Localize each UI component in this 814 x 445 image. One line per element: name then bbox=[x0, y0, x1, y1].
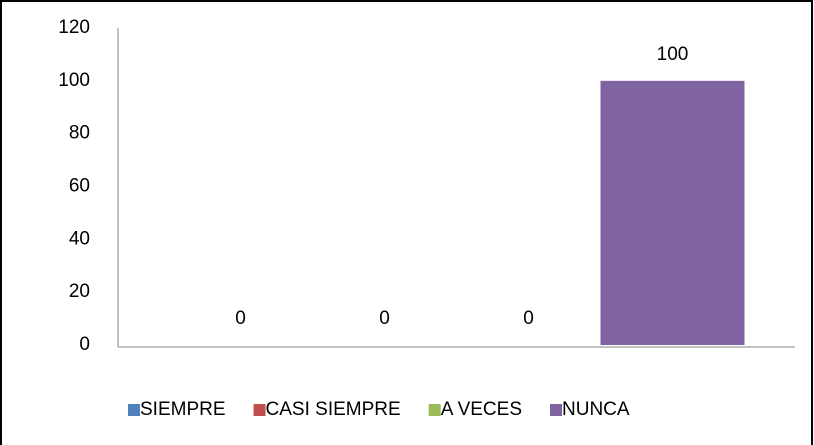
legend-label: CASI SIEMPRE bbox=[266, 399, 401, 420]
legend-swatch bbox=[428, 404, 441, 416]
data-label: 0 bbox=[379, 308, 390, 329]
data-label: 0 bbox=[523, 308, 534, 329]
y-tick-label: 20 bbox=[69, 281, 90, 302]
data-label: 0 bbox=[235, 308, 246, 329]
legend-label: A VECES bbox=[441, 399, 522, 420]
y-tick-label: 60 bbox=[69, 176, 90, 197]
y-tick-label: 100 bbox=[58, 70, 90, 91]
bar bbox=[600, 80, 745, 345]
legend-swatch bbox=[128, 404, 140, 416]
y-tick-label: 120 bbox=[58, 17, 90, 38]
legend-swatch bbox=[550, 404, 563, 416]
data-label: 100 bbox=[657, 44, 689, 65]
y-tick-label: 0 bbox=[79, 334, 90, 355]
y-tick-label: 40 bbox=[69, 228, 90, 249]
y-tick-label: 80 bbox=[69, 123, 90, 144]
legend-swatch bbox=[253, 404, 266, 416]
legend-label: NUNCA bbox=[562, 399, 630, 420]
legend-label: SIEMPRE bbox=[140, 399, 226, 420]
